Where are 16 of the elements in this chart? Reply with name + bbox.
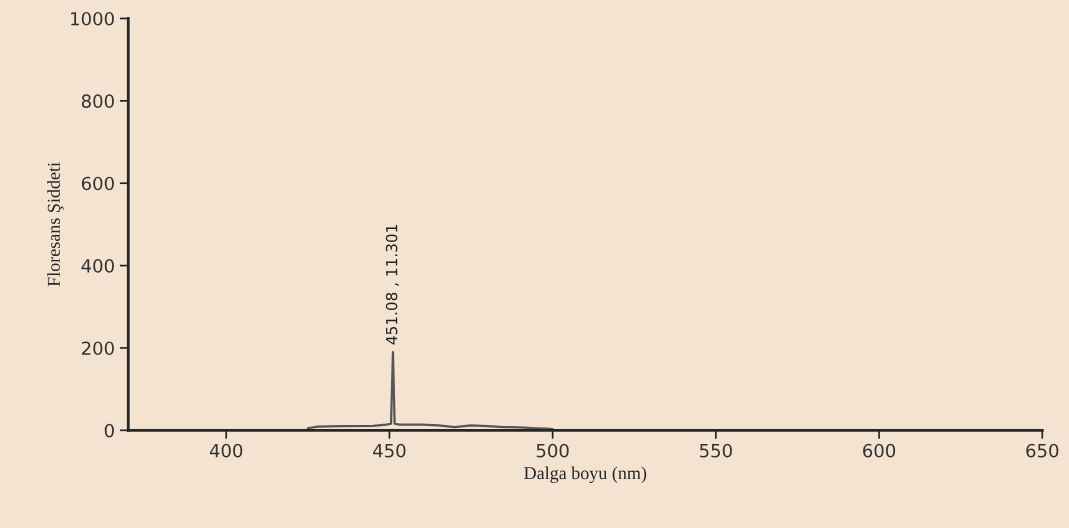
y-tick-label: 1000 xyxy=(71,11,114,26)
x-axis-title: Dalga boyu (nm) xyxy=(524,466,647,483)
x-tick-label: 550 xyxy=(700,443,732,458)
y-tick-label: 600 xyxy=(81,176,114,191)
x-tick-label: 600 xyxy=(863,443,896,458)
y-tick-label: 0 xyxy=(104,423,114,438)
y-tick-label: 800 xyxy=(81,94,114,108)
y-tick-label: 200 xyxy=(81,341,114,356)
x-tick-label: 450 xyxy=(373,443,406,458)
x-tick-label: 400 xyxy=(209,443,243,458)
annotation: 451.08 , 11.301 xyxy=(385,225,399,345)
x-tick-label: 650 xyxy=(1026,443,1059,458)
x-tick-label: 500 xyxy=(536,443,569,458)
y-axis-title: Floresans Şiddeti xyxy=(47,162,64,287)
y-tick-label: 400 xyxy=(81,259,114,273)
line-series xyxy=(306,350,554,431)
